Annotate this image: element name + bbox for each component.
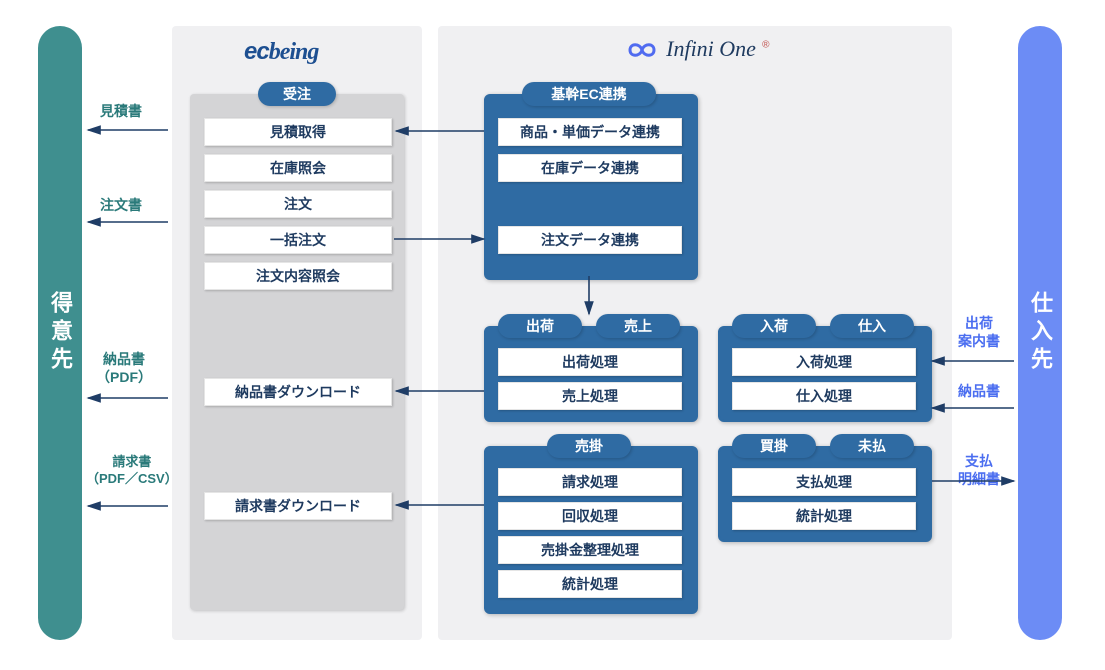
- receiv-item-2: 売掛金整理処理: [498, 536, 682, 564]
- ship-item-0: 出荷処理: [498, 348, 682, 376]
- logo-infinione: Infini One ®: [624, 36, 769, 62]
- label-out-0: 見積書: [100, 102, 142, 120]
- eclink-item-2: 注文データ連携: [498, 226, 682, 254]
- ecb-item-5: 納品書ダウンロード: [204, 378, 392, 406]
- receiv-item-3: 統計処理: [498, 570, 682, 598]
- pillar-supplier-label: 仕入先: [1024, 291, 1056, 375]
- ship-item-1: 売上処理: [498, 382, 682, 410]
- payable-item-1: 統計処理: [732, 502, 916, 530]
- ecb-item-1: 在庫照会: [204, 154, 392, 182]
- tab-payable-1: 未払: [830, 434, 914, 458]
- tab-ship-0: 出荷: [498, 314, 582, 338]
- ecb-item-2: 注文: [204, 190, 392, 218]
- tab-ingoods-1: 仕入: [830, 314, 914, 338]
- pillar-supplier: 仕入先: [1018, 26, 1062, 640]
- logo-ecbeing-text: ec: [244, 38, 269, 65]
- logo-ecbeing: ecbeing: [244, 38, 318, 66]
- logo-infinione-text: Infini One: [666, 36, 756, 61]
- label-in-0: 出荷 案内書: [958, 314, 1000, 350]
- label-out-1: 注文書: [100, 196, 142, 214]
- receiv-item-1: 回収処理: [498, 502, 682, 530]
- tab-payable-0: 買掛: [732, 434, 816, 458]
- tab-order: 受注: [258, 82, 336, 106]
- ecb-item-0: 見積取得: [204, 118, 392, 146]
- pillar-customer-label: 得意先: [44, 291, 76, 375]
- payable-item-0: 支払処理: [732, 468, 916, 496]
- ecb-item-3: 一括注文: [204, 226, 392, 254]
- receiv-item-0: 請求処理: [498, 468, 682, 496]
- tab-ingoods-0: 入荷: [732, 314, 816, 338]
- eclink-item-0: 商品・単価データ連携: [498, 118, 682, 146]
- pillar-customer: 得意先: [38, 26, 82, 640]
- eclink-item-1: 在庫データ連携: [498, 154, 682, 182]
- ecb-item-6: 請求書ダウンロード: [204, 492, 392, 520]
- ingoods-item-1: 仕入処理: [732, 382, 916, 410]
- label-out-2: 納品書 （PDF）: [96, 350, 152, 386]
- tab-eclink: 基幹EC連携: [522, 82, 656, 106]
- label-in-1: 納品書: [958, 382, 1000, 400]
- ingoods-item-0: 入荷処理: [732, 348, 916, 376]
- label-out-3: 請求書 （PDF／CSV）: [86, 454, 178, 488]
- label-in-2: 支払 明細書: [958, 452, 1000, 488]
- tab-ship-1: 売上: [596, 314, 680, 338]
- ecb-item-4: 注文内容照会: [204, 262, 392, 290]
- tab-receiv: 売掛: [547, 434, 631, 458]
